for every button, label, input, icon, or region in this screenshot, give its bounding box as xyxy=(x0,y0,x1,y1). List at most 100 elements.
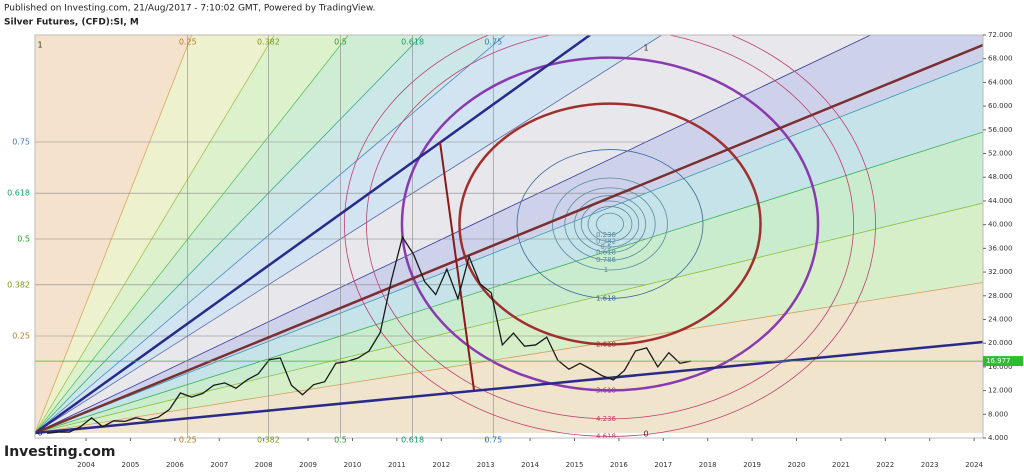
x-tick-label: 2024 xyxy=(965,461,983,469)
fan-label-bottom: 0.618 xyxy=(401,436,424,445)
x-tick-label: 2022 xyxy=(876,461,894,469)
fib-circle xyxy=(366,35,854,420)
fib-circle-label: 0.382 xyxy=(596,238,616,246)
y-tick-label: 64.000 xyxy=(988,78,1013,86)
logo: Investing.com xyxy=(4,444,115,460)
trend-line xyxy=(35,35,591,435)
price-line xyxy=(47,235,692,434)
fan-line xyxy=(35,35,349,434)
fan-label-top: 0.25 xyxy=(179,38,197,47)
plot-frame xyxy=(34,34,984,439)
fan-label-top: 0.618 xyxy=(401,38,424,47)
fan-end-label: 0 xyxy=(643,430,648,439)
fan-line xyxy=(35,35,663,434)
x-tick-label: 2007 xyxy=(210,461,228,469)
fib-circle xyxy=(564,187,656,261)
fib-circle xyxy=(574,195,646,253)
fan-label-left: 0.25 xyxy=(12,332,30,341)
x-tick-label: 2006 xyxy=(166,461,184,469)
symbol: Silver Futures, (CFD):SI, M xyxy=(4,18,139,28)
fib-circle xyxy=(516,149,704,299)
y-tick-label: 52.000 xyxy=(988,150,1013,158)
y-tick-label: 60.000 xyxy=(988,102,1013,110)
x-tick-label: 2015 xyxy=(566,461,584,469)
x-tick-label: 2012 xyxy=(432,461,450,469)
x-tick-label: 2016 xyxy=(610,461,628,469)
y-tick-label: 40.000 xyxy=(988,221,1013,229)
fib-circle-label: 4.618 xyxy=(596,432,616,440)
fan-label-left: 0.618 xyxy=(7,189,30,198)
fib-circle xyxy=(344,35,876,437)
y-tick-label: 12.000 xyxy=(988,387,1013,395)
fan-band xyxy=(35,35,983,433)
last-price-box xyxy=(983,356,1023,367)
x-tick-label: 2005 xyxy=(122,461,140,469)
fan-label-left: 0.382 xyxy=(7,280,30,289)
fan-label-bottom: 0.25 xyxy=(179,436,197,445)
fan-end-label: 1 xyxy=(643,44,648,53)
y-tick-label: 72.000 xyxy=(988,31,1013,39)
y-tick-label: 28.000 xyxy=(988,292,1013,300)
fan-line xyxy=(35,60,983,434)
fan-label-bottom: 0.382 xyxy=(257,436,280,445)
y-tick-label: 24.000 xyxy=(988,315,1013,323)
trend-line xyxy=(35,340,983,435)
fib-circle xyxy=(400,56,820,392)
fib-circle xyxy=(596,212,624,236)
x-tick-label: 2018 xyxy=(699,461,717,469)
x-tick-label: 2023 xyxy=(921,461,939,469)
fan-end-label: 0 xyxy=(37,429,42,438)
fib-circle xyxy=(580,200,640,248)
fib-circle-label: 0.786 xyxy=(596,256,617,264)
fib-circle-label: 1.618 xyxy=(596,294,616,302)
fan-label-top: 0.5 xyxy=(334,38,347,47)
plot: 0.2360.3820.50.6180.78611.6182.6183.6184… xyxy=(35,35,983,440)
y-tick-label: 20.000 xyxy=(988,339,1013,347)
fan-line xyxy=(35,131,983,434)
fib-circle xyxy=(587,206,633,242)
y-tick-label: 36.000 xyxy=(988,244,1013,252)
fan-label-top: 0.382 xyxy=(257,38,280,47)
fib-circle-label: 0.236 xyxy=(596,231,617,239)
published: Published on Investing.com, 21/Aug/2017 … xyxy=(4,4,375,14)
fan-label-top: 0.75 xyxy=(484,38,502,47)
x-tick-label: 2017 xyxy=(654,461,672,469)
fan-label-left: 0.75 xyxy=(12,138,30,147)
x-tick-label: 2010 xyxy=(344,461,362,469)
x-tick-label: 2008 xyxy=(255,461,273,469)
fan-label-bottom: 0.75 xyxy=(484,436,502,445)
fib-circle xyxy=(458,102,762,346)
fib-circle-label: 0.5 xyxy=(600,243,611,251)
y-tick-label: 68.000 xyxy=(988,55,1013,63)
fan-line xyxy=(35,202,983,434)
y-tick-label: 48.000 xyxy=(988,173,1013,181)
fan-line xyxy=(35,35,506,434)
x-tick-label: 2009 xyxy=(299,461,317,469)
y-tick-label: 32.000 xyxy=(988,268,1013,276)
fan-line xyxy=(35,35,872,434)
x-tick-label: 2019 xyxy=(743,461,761,469)
y-tick-label: 56.000 xyxy=(988,126,1013,134)
y-tick-label: 16.000 xyxy=(988,363,1013,371)
trend-line xyxy=(439,141,475,391)
x-tick-label: 2013 xyxy=(477,461,495,469)
fan-end-label: 1 xyxy=(37,41,42,50)
fan-label-left: 0.5 xyxy=(17,235,30,244)
last-price-label: 16.977 xyxy=(986,357,1011,365)
fib-circle-label: 4.236 xyxy=(596,415,617,423)
x-tick-label: 2014 xyxy=(521,461,539,469)
fib-circle-label: 0.618 xyxy=(596,248,616,256)
y-tick-label: 8.000 xyxy=(988,410,1008,418)
fan-line xyxy=(35,35,423,434)
trend-line xyxy=(35,43,983,435)
x-tick-label: 2021 xyxy=(832,461,850,469)
fib-circle-label: 1 xyxy=(604,266,608,274)
fan-line xyxy=(35,282,983,434)
fan-label-bottom: 0.5 xyxy=(334,436,347,445)
fib-circle-label: 2.618 xyxy=(596,340,616,348)
y-tick-label: 44.000 xyxy=(988,197,1013,205)
x-tick-label: 2011 xyxy=(388,461,406,469)
fib-circle-label: 3.618 xyxy=(596,386,616,394)
x-tick-label: 2020 xyxy=(788,461,806,469)
